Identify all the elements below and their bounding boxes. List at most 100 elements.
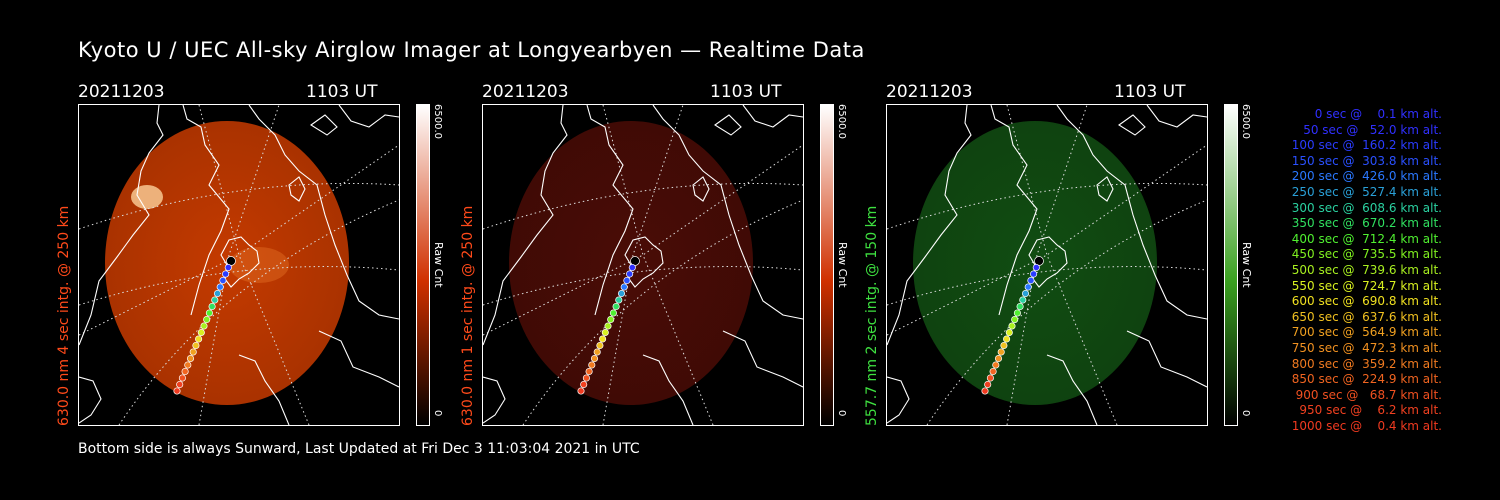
legend-row: 950 sec @ 6.2 km alt. [1299,403,1442,418]
colorbar [1224,104,1238,426]
colorbar-unit-label: Raw Cnt [1240,242,1253,288]
trajectory-point [181,367,189,376]
trajectory-point [612,302,620,311]
trajectory-point [1027,276,1035,285]
legend-row: 300 sec @ 608.6 km alt. [1291,200,1442,215]
trajectory-point [620,283,628,291]
legend-row: 50 sec @ 52.0 km alt. [1303,122,1442,137]
legend-row: 450 sec @ 735.5 km alt. [1291,247,1442,262]
trajectory-point [195,335,203,343]
trajectory-point [205,309,213,317]
colorbar-max-label: 6500.0 [1240,104,1251,139]
coastline [79,105,399,425]
trajectory-point [615,296,623,304]
legend-row: 800 sec @ 359.2 km alt. [1291,356,1442,371]
panel-time: 1103 UT [306,82,378,102]
trajectory-point [593,348,601,356]
trajectory-point [628,263,636,272]
trajectory-point [981,387,989,395]
legend-row: 750 sec @ 472.3 km alt. [1291,340,1442,355]
panel-date: 20211203 [482,82,569,102]
coastline [483,105,803,425]
trajectory-point [197,328,205,337]
panel-date: 20211203 [78,82,165,102]
colorbar-unit-label: Raw Cnt [432,242,445,288]
panel-ylabel: 630.0 nm 1 sec intg. @ 250 km [460,205,476,426]
legend-row: 500 sec @ 739.6 km alt. [1291,262,1442,277]
trajectory-point [224,263,232,272]
panel-ylabel: 557.7 nm 2 sec intg. @ 150 km [864,205,880,426]
colorbar-min-label: 0 [1240,410,1251,417]
footer-note: Bottom side is always Sunward, Last Upda… [78,441,640,457]
trajectory-point [626,270,634,278]
trajectory-legend: 0 sec @ 0.1 km alt. 50 sec @ 52.0 km alt.… [1262,107,1442,434]
trajectory-point [200,322,208,330]
trajectory-point [216,283,224,291]
trajectory-point [189,348,197,356]
colorbar-min-label: 0 [836,410,847,417]
trajectory-point [213,289,222,298]
colorbar [820,104,834,426]
trajectory-point [173,387,181,395]
trajectory-point [178,374,186,382]
trajectory-point [609,309,617,317]
legend-row: 100 sec @ 160.2 km alt. [1291,138,1442,153]
legend-row: 350 sec @ 670.2 km alt. [1291,216,1442,231]
allsky-map-svg [483,105,803,425]
legend-row: 0 sec @ 0.1 km alt. [1314,107,1442,121]
trajectory-point [1005,328,1013,337]
trajectory-point [208,302,216,311]
aurora-bright-spot [131,185,163,209]
legend-row: 650 sec @ 637.6 km alt. [1291,309,1442,324]
trajectory-point [1013,309,1021,317]
trajectory-point [1030,270,1038,278]
trajectory-point [590,354,599,363]
trajectory-point [623,276,631,285]
trajectory-point [994,354,1003,363]
trajectory-point [588,361,596,369]
allsky-map-svg [79,105,399,425]
allsky-image [886,104,1208,426]
legend-row: 600 sec @ 690.8 km alt. [1291,294,1442,309]
trajectory-point [617,289,626,298]
trajectory-point [1000,341,1008,350]
legend-row: 550 sec @ 724.7 km alt. [1291,278,1442,293]
legend-row: 850 sec @ 224.9 km alt. [1291,372,1442,387]
trajectory-point [1003,335,1011,343]
trajectory-point [585,367,593,376]
trajectory-point [1019,296,1027,304]
trajectory-point [599,335,607,343]
legend-row: 900 sec @ 68.7 km alt. [1295,387,1442,402]
trajectory-point [1024,283,1032,291]
colorbar-max-label: 6500.0 [836,104,847,139]
trajectory-point [596,341,604,350]
trajectory-point [211,296,219,304]
legend-row: 400 sec @ 712.4 km alt. [1291,231,1442,246]
trajectory-point [186,354,195,363]
trajectory-point [1021,289,1030,298]
trajectory-point [219,276,227,285]
legend-row: 150 sec @ 303.8 km alt. [1291,153,1442,168]
trajectory-point [184,361,192,369]
trajectory-point [580,380,588,389]
trajectory-point [1008,322,1016,330]
trajectory-point [986,374,994,382]
trajectory-point [192,341,200,350]
panel-630nm-4sec: 20211203 1103 UT 630.0 nm 4 sec intg. @ … [56,82,478,432]
trajectory-point [992,361,1000,369]
panel-557nm-2sec: 20211203 1103 UT 557.7 nm 2 sec intg. @ … [864,82,1286,432]
trajectory-point [176,380,184,389]
allsky-map-svg [887,105,1207,425]
legend-row: 1000 sec @ 0.4 km alt. [1291,418,1442,433]
trajectory-point [203,315,211,324]
panel-time: 1103 UT [710,82,782,102]
panel-ylabel: 630.0 nm 4 sec intg. @ 250 km [56,205,72,426]
legend-row: 700 sec @ 564.9 km alt. [1291,325,1442,340]
panel-time: 1103 UT [1114,82,1186,102]
trajectory-point [989,367,997,376]
trajectory-point [1016,302,1024,311]
page-title: Kyoto U / UEC All-sky Airglow Imager at … [78,38,865,62]
trajectory-point [582,374,590,382]
trajectory-point [577,387,585,395]
trajectory-point [601,328,609,337]
